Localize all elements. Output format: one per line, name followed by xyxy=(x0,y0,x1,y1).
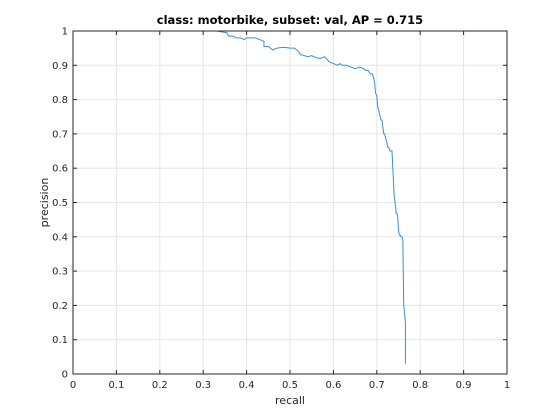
y-tick-label: 0.9 xyxy=(52,61,68,72)
y-tick-label: 0.3 xyxy=(52,267,68,278)
x-tick-label: 0.6 xyxy=(325,380,341,391)
x-tick-label: 0.3 xyxy=(195,380,211,391)
x-axis-label: recall xyxy=(275,394,305,407)
y-tick-label: 1 xyxy=(62,27,68,38)
pr-curve-line xyxy=(73,30,406,364)
y-tick-labels: 0 0.1 0.2 0.3 0.4 0.5 0.6 0.7 0.8 0.9 1 xyxy=(52,27,68,381)
x-tick-label: 0.8 xyxy=(412,380,428,391)
series-group xyxy=(73,30,406,364)
plot-frame xyxy=(72,30,508,375)
x-tick-label: 0.4 xyxy=(239,380,255,391)
y-axis-label: precision xyxy=(38,178,51,228)
x-tick-label: 0.5 xyxy=(282,380,298,391)
y-tick-label: 0.8 xyxy=(52,95,68,106)
y-tick-label: 0.7 xyxy=(52,129,68,140)
y-tick-label: 0.4 xyxy=(52,232,68,243)
y-tick-label: 0.1 xyxy=(52,335,68,346)
x-tick-label: 1 xyxy=(504,380,510,391)
x-tick-label: 0.2 xyxy=(152,380,168,391)
x-tick-label: 0 xyxy=(70,380,76,391)
x-tick-labels: 0 0.1 0.2 0.3 0.4 0.5 0.6 0.7 0.8 0.9 1 xyxy=(70,380,510,391)
y-tick-label: 0.6 xyxy=(52,164,68,175)
chart-title: class: motorbike, subset: val, AP = 0.71… xyxy=(157,13,423,27)
x-tick-label: 0.7 xyxy=(369,380,385,391)
x-tick-label: 0.9 xyxy=(456,380,472,391)
y-tick-label: 0.5 xyxy=(52,198,68,209)
y-tick-label: 0 xyxy=(62,370,68,381)
x-tick-label: 0.1 xyxy=(108,380,124,391)
y-tick-label: 0.2 xyxy=(52,301,68,312)
